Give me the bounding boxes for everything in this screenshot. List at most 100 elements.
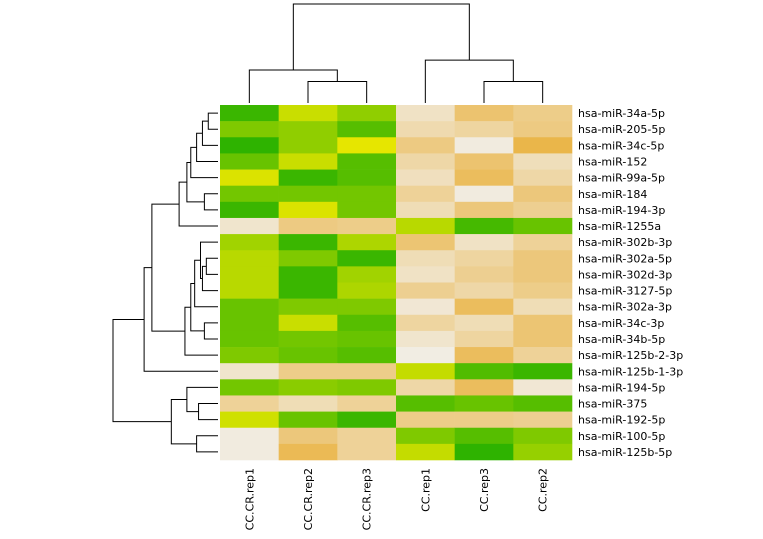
heatmap-cell-hsa-miR-125b-1-3p-CC.CR.rep2: [278, 363, 338, 380]
row-dendrogram-branch: [203, 322, 218, 340]
heatmap-cell-hsa-miR-375-CC.CR.rep1: [220, 395, 279, 412]
heatmap-cell-hsa-miR-125b-2-3p-CC.rep1: [396, 347, 455, 364]
row-label: hsa-miR-34c-3p: [578, 317, 664, 330]
row-dendrogram-branch: [196, 132, 218, 162]
row-label: hsa-miR-100-5p: [578, 430, 665, 443]
heatmap-cell-hsa-miR-152-CC.rep2: [513, 153, 573, 170]
heatmap-cell-hsa-miR-205-5p-CC.rep2: [513, 121, 573, 138]
heatmap-cell-hsa-miR-152-CC.CR.rep3: [337, 153, 397, 170]
row-dendrogram-branch: [203, 193, 218, 211]
row-label: hsa-miR-192-5p: [578, 414, 665, 427]
heatmap-cell-hsa-miR-152-CC.rep3: [454, 153, 514, 170]
heatmap-cell-hsa-miR-302a-3p-CC.rep2: [513, 298, 573, 316]
heatmap-cell-hsa-miR-205-5p-CC.CR.rep1: [220, 121, 279, 138]
heatmap-cell-hsa-miR-99a-5p-CC.rep3: [454, 169, 514, 186]
heatmap-cell-hsa-miR-1255a-CC.rep1: [396, 217, 455, 235]
heatmap-cell-hsa-miR-125b-1-3p-CC.CR.rep3: [337, 363, 397, 380]
heatmap-cell-hsa-miR-3127-5p-CC.rep1: [396, 282, 455, 299]
row-label: hsa-miR-302b-3p: [578, 236, 672, 249]
row-label: hsa-miR-375: [578, 398, 647, 411]
heatmap-cell-hsa-miR-34b-5p-CC.CR.rep1: [220, 330, 279, 348]
heatmap-cell-hsa-miR-194-5p-CC.rep2: [513, 379, 573, 396]
heatmap-cell-hsa-miR-34b-5p-CC.CR.rep2: [278, 330, 338, 348]
column-dendrogram-branch: [307, 81, 368, 103]
heatmap-cell-hsa-miR-302d-3p-CC.CR.rep1: [220, 266, 279, 283]
row-dendrogram-branch: [201, 265, 218, 292]
column-label: CC.rep1: [419, 468, 432, 512]
heatmap-cell-hsa-miR-125b-5p-CC.CR.rep3: [337, 443, 397, 461]
row-label: hsa-miR-302d-3p: [578, 268, 672, 281]
heatmap-cell-hsa-miR-125b-2-3p-CC.CR.rep2: [278, 347, 338, 364]
heatmap-cell-hsa-miR-1255a-CC.rep3: [454, 217, 514, 235]
heatmap-cell-hsa-miR-302a-3p-CC.CR.rep2: [278, 298, 338, 316]
heatmap-cell-hsa-miR-99a-5p-CC.CR.rep1: [220, 169, 279, 186]
heatmap-cell-hsa-miR-125b-2-3p-CC.rep2: [513, 347, 573, 364]
row-label: hsa-miR-152: [578, 155, 647, 168]
heatmap-cell-hsa-miR-205-5p-CC.CR.rep2: [278, 121, 338, 138]
heatmap-cell-hsa-miR-205-5p-CC.rep1: [396, 121, 455, 138]
heatmap-cell-hsa-miR-302d-3p-CC.CR.rep2: [278, 266, 338, 283]
heatmap-cell-hsa-miR-125b-5p-CC.CR.rep1: [220, 443, 279, 461]
row-label: hsa-miR-194-5p: [578, 381, 665, 394]
heatmap-cell-hsa-miR-125b-5p-CC.rep1: [396, 443, 455, 461]
heatmap-cell-hsa-miR-152-CC.CR.rep2: [278, 153, 338, 170]
row-label: hsa-miR-194-3p: [578, 204, 665, 217]
heatmap-cell-hsa-miR-3127-5p-CC.CR.rep1: [220, 282, 279, 299]
heatmap-cell-hsa-miR-375-CC.rep1: [396, 395, 455, 412]
heatmap-cell-hsa-miR-34b-5p-CC.rep2: [513, 330, 573, 348]
heatmap-cell-hsa-miR-194-5p-CC.rep1: [396, 379, 455, 396]
column-dendrogram-branch: [292, 3, 470, 70]
heatmap-cell-hsa-miR-302b-3p-CC.CR.rep2: [278, 234, 338, 251]
heatmap-cell-hsa-miR-125b-2-3p-CC.rep3: [454, 347, 514, 364]
heatmap-cell-hsa-miR-375-CC.rep3: [454, 395, 514, 412]
heatmap-cell-hsa-miR-3127-5p-CC.CR.rep3: [337, 282, 397, 299]
heatmap-cell-hsa-miR-125b-1-3p-CC.rep2: [513, 363, 573, 380]
heatmap-cell-hsa-miR-205-5p-CC.rep3: [454, 121, 514, 138]
heatmap-cell-hsa-miR-100-5p-CC.CR.rep1: [220, 427, 279, 445]
row-label: hsa-miR-34b-5p: [578, 333, 665, 346]
heatmap-cell-hsa-miR-1255a-CC.CR.rep1: [220, 217, 279, 235]
row-dendrogram: [112, 112, 218, 453]
heatmap-cell-hsa-miR-152-CC.rep1: [396, 153, 455, 170]
heatmap-cell-hsa-miR-192-5p-CC.CR.rep3: [337, 411, 397, 429]
row-label: hsa-miR-34a-5p: [578, 107, 665, 120]
heatmap-cell-hsa-miR-192-5p-CC.CR.rep2: [278, 411, 338, 429]
heatmap-cell-hsa-miR-1255a-CC.CR.rep3: [337, 217, 397, 235]
row-label: hsa-miR-125b-5p: [578, 446, 672, 459]
row-dendrogram-branch: [200, 241, 218, 279]
heatmap-cell-hsa-miR-100-5p-CC.rep3: [454, 427, 514, 445]
row-label: hsa-miR-34c-5p: [578, 139, 664, 152]
row-dendrogram-branch: [201, 120, 218, 146]
heatmap-cell-hsa-miR-302b-3p-CC.rep3: [454, 234, 514, 251]
row-label: hsa-miR-184: [578, 188, 647, 201]
row-dendrogram-branch: [151, 203, 185, 332]
heatmap-cell-hsa-miR-194-5p-CC.CR.rep2: [278, 379, 338, 396]
row-dendrogram-branch: [190, 146, 218, 179]
heatmap-cell-hsa-miR-125b-5p-CC.CR.rep2: [278, 443, 338, 461]
heatmap-cell-hsa-miR-125b-2-3p-CC.CR.rep1: [220, 347, 279, 364]
column-label: CC.rep3: [478, 468, 491, 512]
column-dendrogram: [248, 3, 544, 103]
heatmap-cell-hsa-miR-184-CC.rep1: [396, 185, 455, 203]
heatmap-cell-hsa-miR-152-CC.CR.rep1: [220, 153, 279, 170]
heatmap-cell-hsa-miR-302a-5p-CC.CR.rep3: [337, 250, 397, 267]
column-label: CC.CR.rep3: [361, 468, 374, 530]
heatmap-cell-hsa-miR-192-5p-CC.rep2: [513, 411, 573, 429]
heatmap-cell-hsa-miR-192-5p-CC.CR.rep1: [220, 411, 279, 429]
heatmap-cell-hsa-miR-375-CC.rep2: [513, 395, 573, 412]
heatmap-cell-hsa-miR-34b-5p-CC.rep1: [396, 330, 455, 348]
heatmap-cell-hsa-miR-302b-3p-CC.rep1: [396, 234, 455, 251]
heatmap-cell-hsa-miR-99a-5p-CC.rep2: [513, 169, 573, 186]
row-label: hsa-miR-3127-5p: [578, 285, 672, 298]
row-dendrogram-branch: [205, 257, 218, 275]
heatmap-cell-hsa-miR-302a-3p-CC.CR.rep1: [220, 298, 279, 316]
heatmap-cell-hsa-miR-125b-2-3p-CC.CR.rep3: [337, 347, 397, 364]
heatmap-cell-hsa-miR-100-5p-CC.rep2: [513, 427, 573, 445]
row-label: hsa-miR-99a-5p: [578, 172, 665, 185]
heatmap-cell-hsa-miR-125b-5p-CC.rep2: [513, 443, 573, 461]
heatmap-cell-hsa-miR-192-5p-CC.rep1: [396, 411, 455, 429]
row-dendrogram-branch: [170, 398, 197, 445]
row-label: hsa-miR-125b-2-3p: [578, 349, 683, 362]
heatmap-cell-hsa-miR-302d-3p-CC.CR.rep3: [337, 266, 397, 283]
